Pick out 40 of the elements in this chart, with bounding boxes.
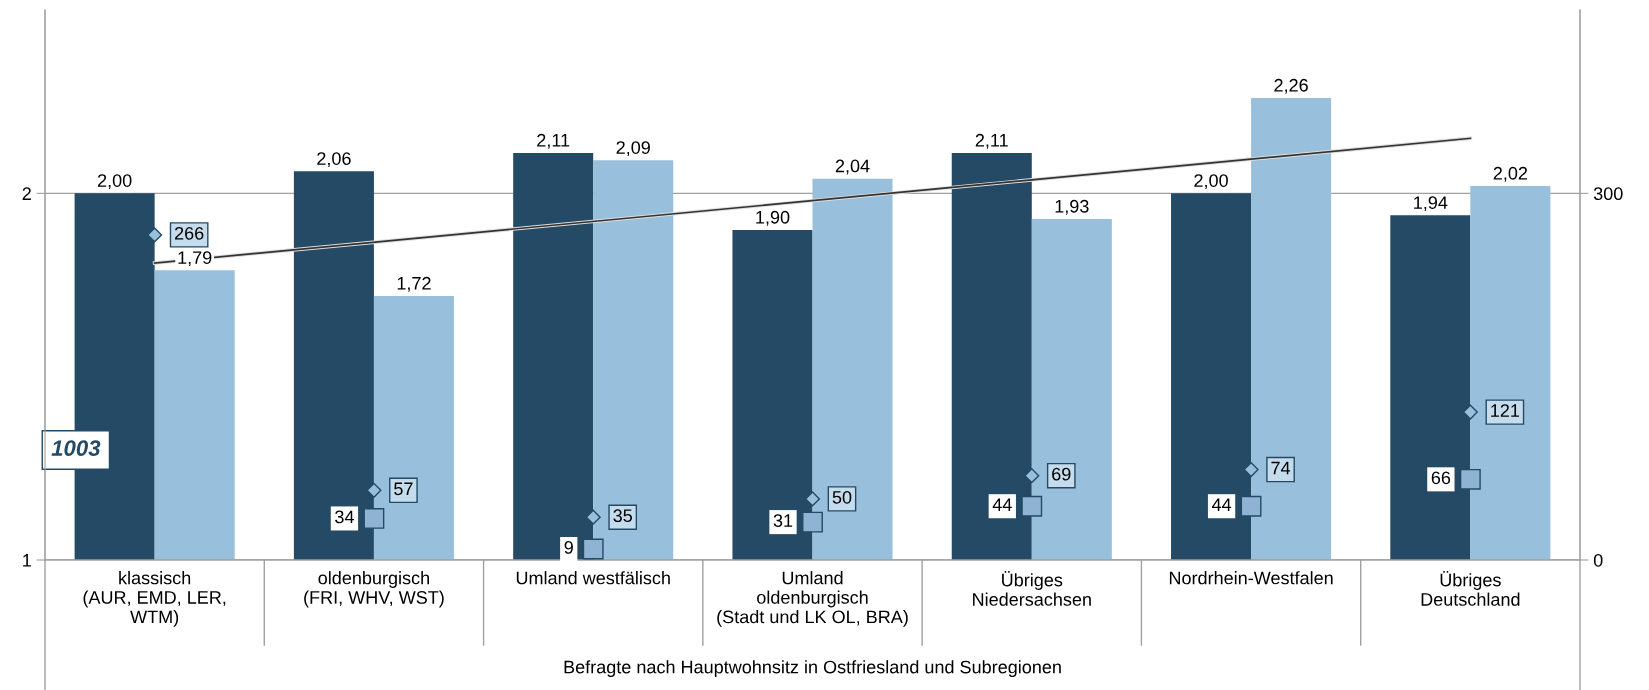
data-label: 1,72 xyxy=(397,276,431,292)
data-label: 34 xyxy=(335,510,354,524)
x-tick-label: Umland westfälisch xyxy=(516,571,670,585)
data-label: 2,09 xyxy=(616,141,650,157)
data-label: 9 xyxy=(564,541,573,554)
data-label: 69 xyxy=(1052,467,1071,481)
data-label: 2,02 xyxy=(1493,166,1528,182)
data-label: 1,93 xyxy=(1055,199,1089,215)
x-tick-label: klassisch (AUR, EMD, LER, WTM) xyxy=(83,571,226,627)
data-label: 74 xyxy=(1271,461,1291,475)
x-tick-label: Übriges Niedersachsen xyxy=(973,571,1091,606)
data-label: 121 xyxy=(1491,404,1520,417)
data-label: 35 xyxy=(613,509,632,523)
data-label: 2,11 xyxy=(975,133,1008,149)
y2-tick-label: 0 xyxy=(1593,553,1603,567)
data-label: 1,79 xyxy=(178,251,212,267)
data-label: 1,94 xyxy=(1414,196,1448,212)
x-tick-label: Nordrhein-Westfalen xyxy=(1169,571,1333,585)
data-label: 1,90 xyxy=(756,210,790,226)
data-label: 266 xyxy=(175,226,204,240)
annotation: 1003 xyxy=(51,440,101,456)
y-tick-label: 1 xyxy=(23,554,31,567)
data-label: 2,00 xyxy=(1194,174,1228,190)
data-label: 2,00 xyxy=(97,174,132,190)
data-label: 44 xyxy=(1211,498,1232,511)
y2-tick-label: 300 xyxy=(1593,187,1623,201)
data-label: 2,26 xyxy=(1274,78,1308,94)
data-label: 2,04 xyxy=(835,159,870,175)
data-label: 31 xyxy=(773,514,793,527)
data-label: 50 xyxy=(832,490,852,504)
y-tick-label: 2 xyxy=(22,187,31,200)
x-tick-label: Umland oldenburgisch (Stadt und LK OL, BRA) xyxy=(717,571,908,627)
data-label: 66 xyxy=(1431,471,1451,485)
data-label: 44 xyxy=(992,498,1012,511)
data-label: 2,06 xyxy=(317,152,351,168)
data-label: 2,11 xyxy=(537,133,570,149)
x-tick-label: Übriges Deutschland xyxy=(1421,571,1520,606)
x-tick-label: oldenburgisch (FRI, WHV, WST) xyxy=(304,571,444,608)
data-label: 57 xyxy=(394,482,413,496)
x-axis-title: Befragte nach Hauptwohnsitz in Ostfriesland und Subregionen xyxy=(564,660,1061,677)
